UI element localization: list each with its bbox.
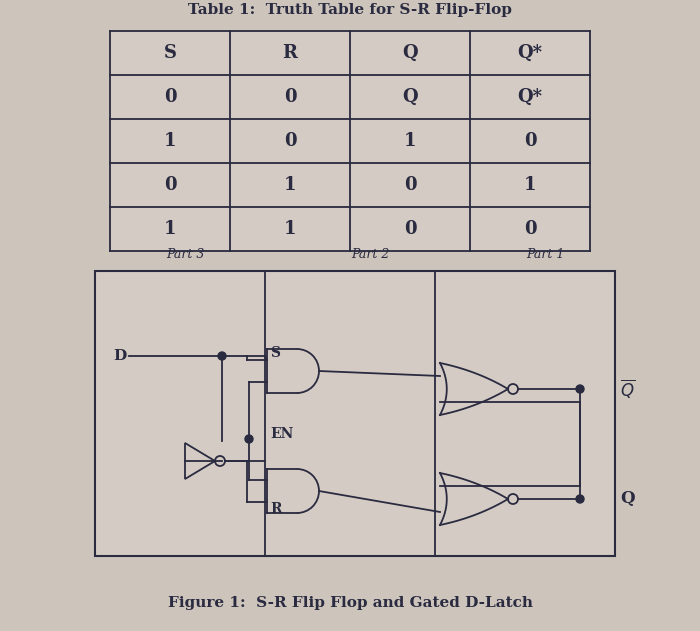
Circle shape	[576, 495, 584, 503]
Circle shape	[576, 385, 584, 393]
Text: R: R	[270, 502, 281, 516]
Text: $\overline{Q}$: $\overline{Q}$	[620, 377, 635, 401]
Text: 1: 1	[284, 176, 296, 194]
Text: R: R	[283, 44, 298, 62]
Text: 1: 1	[164, 132, 176, 150]
Circle shape	[218, 352, 226, 360]
Text: 0: 0	[284, 88, 296, 106]
Text: Q: Q	[402, 88, 418, 106]
Circle shape	[245, 435, 253, 443]
Text: EN: EN	[270, 427, 293, 441]
Text: Q*: Q*	[517, 44, 542, 62]
Text: 0: 0	[404, 176, 416, 194]
Text: 1: 1	[164, 220, 176, 238]
Text: Part 1: Part 1	[526, 248, 564, 261]
Text: Part 3: Part 3	[166, 248, 204, 261]
Text: S: S	[270, 346, 280, 360]
Text: 0: 0	[164, 88, 176, 106]
Text: 0: 0	[284, 132, 296, 150]
Text: 1: 1	[404, 132, 416, 150]
Text: Part 2: Part 2	[351, 248, 389, 261]
Text: 0: 0	[164, 176, 176, 194]
Text: Figure 1:  S-R Flip Flop and Gated D-Latch: Figure 1: S-R Flip Flop and Gated D-Latc…	[167, 596, 533, 610]
Text: Table 1:  Truth Table for S-R Flip-Flop: Table 1: Truth Table for S-R Flip-Flop	[188, 3, 512, 17]
Text: Q: Q	[620, 490, 635, 507]
Text: Q: Q	[402, 44, 418, 62]
Text: D: D	[113, 349, 126, 363]
Bar	[110, 31, 590, 251]
Text: 1: 1	[284, 220, 296, 238]
Text: 0: 0	[524, 220, 536, 238]
Text: Q*: Q*	[517, 88, 542, 106]
Text: 0: 0	[524, 132, 536, 150]
Text: 0: 0	[404, 220, 416, 238]
Text: 1: 1	[524, 176, 536, 194]
Text: S: S	[164, 44, 176, 62]
Bar	[95, 271, 615, 556]
